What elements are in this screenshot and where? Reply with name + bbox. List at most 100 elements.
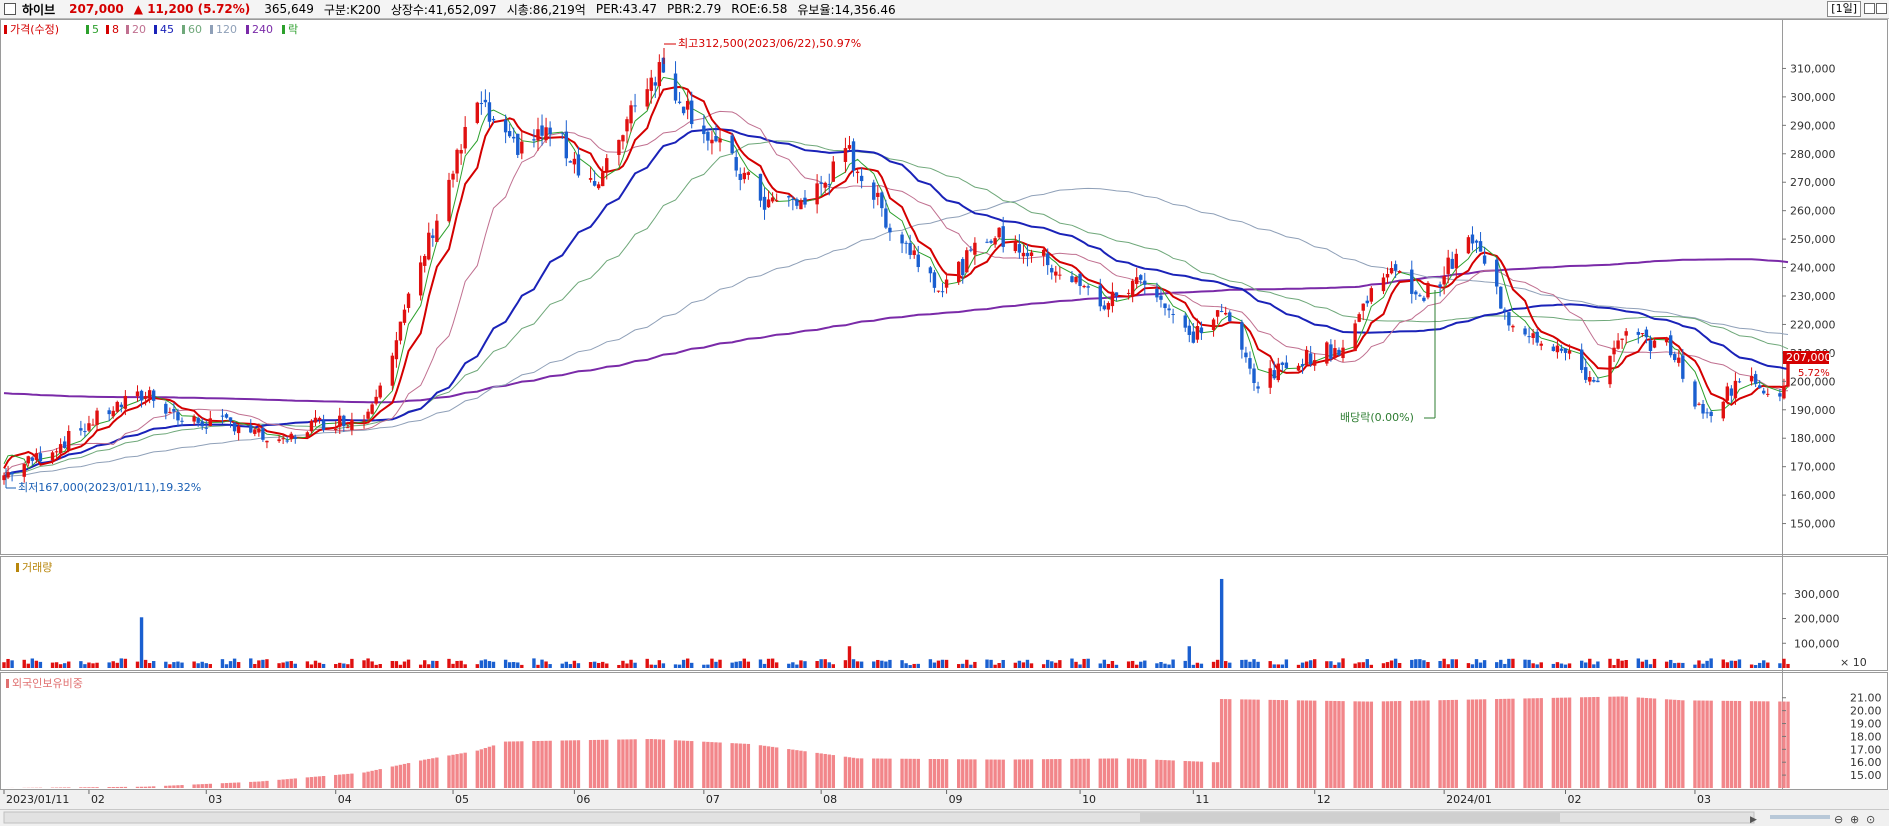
foreign-bar [1365, 701, 1369, 788]
candle [83, 431, 87, 433]
candle [888, 227, 892, 233]
foreign-bar [855, 758, 860, 788]
volume-bar [1778, 663, 1782, 668]
volume-bar [1410, 659, 1414, 668]
candle [1579, 349, 1584, 370]
foreign-bar [1126, 758, 1131, 788]
foreign-bar [1753, 701, 1758, 788]
candle [1046, 253, 1050, 266]
period-selector[interactable]: [1일] [1827, 1, 1861, 17]
candle [819, 182, 823, 184]
volume-bar [1082, 658, 1086, 668]
volume-bar [423, 660, 427, 668]
horizontal-scrollbar[interactable] [3, 811, 1755, 824]
price-tick-label: 280,000 [1790, 148, 1836, 161]
close-icon[interactable] [1876, 3, 1887, 14]
minimize-icon[interactable] [1864, 3, 1875, 14]
candle [1074, 276, 1078, 283]
foreign-bar [787, 749, 791, 788]
zoom-slider[interactable] [1770, 815, 1830, 819]
volume-bar [139, 617, 144, 668]
candle [1308, 353, 1313, 365]
zoom-reset-icon[interactable]: ⊙ [1866, 813, 1875, 826]
volume-bar [1215, 659, 1220, 668]
foreign-bar [1709, 700, 1713, 788]
candle [766, 199, 771, 208]
volume-bar [572, 660, 577, 668]
volume-bar [143, 659, 148, 668]
foreign-bar [224, 783, 229, 788]
foreign-bar [702, 741, 706, 788]
foreign-bar [758, 745, 763, 788]
volume-bar [1652, 658, 1657, 668]
candle [965, 250, 969, 273]
volume-bar [944, 659, 949, 668]
candle [734, 157, 738, 171]
zoom-out-icon[interactable]: ⊖ [1834, 813, 1843, 826]
foreign-bar [455, 754, 459, 788]
candle [1240, 322, 1244, 350]
candle [475, 102, 479, 123]
candle [1070, 276, 1074, 283]
candle [232, 422, 237, 432]
foreign-bar [516, 741, 520, 788]
candle [1648, 340, 1653, 352]
candle [516, 133, 520, 155]
volume-bar [50, 662, 55, 668]
foreign-bar [572, 740, 577, 788]
candle [1620, 338, 1624, 340]
candle [313, 417, 318, 423]
volume-bar [774, 662, 779, 668]
foreign-bar [1058, 759, 1062, 788]
foreign-bar [961, 759, 965, 788]
foreign-bar [928, 758, 933, 788]
volume-bar [1636, 658, 1641, 668]
candle [738, 173, 742, 180]
volume-bar [718, 659, 722, 668]
foreign-bar [734, 743, 738, 788]
candle [362, 420, 366, 422]
scroll-right-icon[interactable]: ▶ [1750, 815, 1757, 825]
foreign-bar [1466, 699, 1471, 788]
volume-bar [1668, 659, 1673, 668]
foreign-bar [1668, 699, 1673, 788]
volume-bar [67, 661, 71, 668]
volume-bar [346, 664, 350, 668]
volume-bar [851, 659, 856, 668]
foreign-bar [1478, 699, 1483, 788]
candle [876, 192, 880, 197]
foreign-bar [475, 750, 479, 788]
volume-bar [1495, 662, 1499, 668]
volume-bar [180, 662, 184, 668]
candle [95, 410, 99, 425]
select-checkbox[interactable] [4, 3, 16, 15]
foreign-bar [1450, 699, 1454, 788]
foreign-bar [1652, 698, 1657, 788]
foreign-bar [815, 752, 819, 788]
volume-bar [815, 661, 819, 668]
candle [370, 404, 374, 414]
candle [685, 100, 690, 110]
candle [548, 127, 552, 135]
foreign-bar [847, 757, 852, 788]
date-tick-label: 11 [1195, 793, 1209, 806]
volume-bar [451, 663, 455, 668]
candle [588, 178, 593, 180]
volume-bar [1219, 578, 1224, 668]
candle [135, 391, 140, 397]
volume-bar [645, 658, 649, 668]
candle [451, 173, 455, 180]
foreign-bar [435, 757, 439, 788]
candle [714, 135, 718, 142]
volume-bar [431, 660, 435, 668]
scrollbar-thumb[interactable] [1140, 813, 1560, 822]
candle [321, 420, 326, 431]
volume-bar [1648, 664, 1653, 668]
candle [1584, 367, 1588, 380]
zoom-in-icon[interactable]: ⊕ [1850, 813, 1859, 826]
volume-bar [54, 662, 59, 668]
foreign-bar [487, 746, 492, 788]
foreign-bar [390, 766, 395, 788]
